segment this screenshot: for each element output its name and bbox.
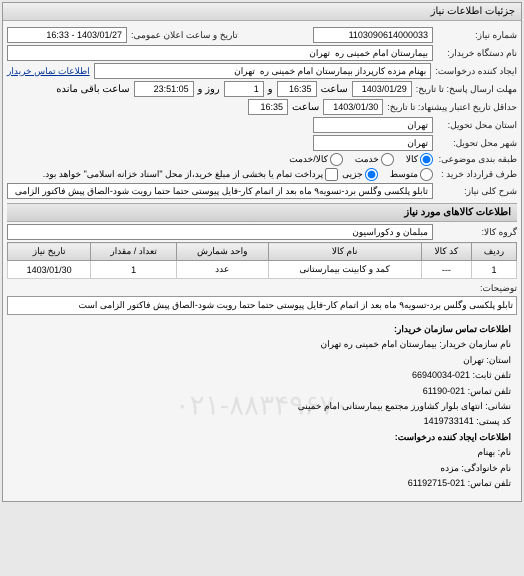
remain-days[interactable] xyxy=(224,81,264,97)
c-postal: 1419733141 xyxy=(424,416,474,426)
need-title-input[interactable] xyxy=(7,183,433,199)
org-name: بیمارستان امام خمینی ره تهران xyxy=(321,339,437,349)
c-province: تهران xyxy=(463,355,484,365)
row-goods-group: گروه کالا: xyxy=(7,224,517,240)
row-province: استان محل تحویل: xyxy=(7,117,517,133)
cr-phone: 61192715-021 xyxy=(408,478,465,488)
col-name: نام کالا xyxy=(268,243,421,261)
c-phone-label: تلفن ثابت: xyxy=(473,368,511,382)
desc-box: تابلو پلکسی وگلس برد-تسویه۹ ماه بعد از ا… xyxy=(7,296,517,315)
buytype-label: طرف قرارداد خرید : xyxy=(437,169,517,180)
creator-label: ایجاد کننده درخواست: xyxy=(435,66,517,77)
c-postal-label: کد پستی: xyxy=(476,414,511,428)
request-no-label: شماره نیاز: xyxy=(437,30,517,41)
table-cell: 1 xyxy=(91,261,177,279)
buytype-radio-minor[interactable]: جزیی xyxy=(342,168,378,181)
need-title-label: شرح کلی نیاز: xyxy=(437,186,517,197)
contact-link[interactable]: اطلاعات تماس خریدار xyxy=(7,66,90,77)
deadline-date[interactable] xyxy=(352,81,412,97)
creator-input[interactable] xyxy=(94,63,432,79)
row-need-title: شرح کلی نیاز: xyxy=(7,183,517,199)
cr-phone-label: تلفن تماس: xyxy=(468,476,511,490)
row-validity: حداقل تاریخ اعتبار پیشنهاد: تا تاریخ: سا… xyxy=(7,99,517,115)
c-address: انتهای بلوار کشاورز مجتمع بیمارستانی اما… xyxy=(298,401,483,411)
goods-section-title: اطلاعات کالاهای مورد نیاز xyxy=(7,203,517,222)
table-cell: کمد و کابینت بیمارستانی xyxy=(268,261,421,279)
panel-title: جزئیات اطلاعات نیاز xyxy=(3,3,521,21)
table-cell: --- xyxy=(421,261,471,279)
pkg-radio-both[interactable]: کالا/خدمت xyxy=(289,153,343,166)
col-code: کد کالا xyxy=(421,243,471,261)
row-creator: ایجاد کننده درخواست: اطلاعات تماس خریدار xyxy=(7,63,517,79)
pkg-label: طبقه بندی موضوعی: xyxy=(437,154,517,165)
col-unit: واحد شمارش xyxy=(176,243,268,261)
panel-body: شماره نیاز: تاریخ و ساعت اعلان عمومی: نا… xyxy=(3,21,521,501)
info-panel: جزئیات اطلاعات نیاز شماره نیاز: تاریخ و … xyxy=(2,2,522,502)
c-province-label: استان: xyxy=(486,353,511,367)
contact-section-title: اطلاعات تماس سازمان خریدار: xyxy=(394,324,511,334)
city-label: شهر محل تحویل: xyxy=(437,138,517,149)
table-header-row: ردیف کد کالا نام کالا واحد شمارش تعداد /… xyxy=(8,243,517,261)
time-label-2: ساعت xyxy=(292,102,319,113)
row-buyer-org: نام دستگاه خریدار: xyxy=(7,45,517,61)
cr-family: مزده xyxy=(440,463,459,473)
col-qty: تعداد / مقدار xyxy=(91,243,177,261)
row-pkg: طبقه بندی موضوعی: کالا خدمت کالا/خدمت xyxy=(7,153,517,166)
table-cell: 1 xyxy=(472,261,517,279)
row-request-no: شماره نیاز: تاریخ و ساعت اعلان عمومی: xyxy=(7,27,517,43)
table-row: 1---کمد و کابینت بیمارستانیعدد11403/01/3… xyxy=(8,261,517,279)
cr-family-label: نام خانوادگی: xyxy=(461,461,511,475)
col-row: ردیف xyxy=(472,243,517,261)
c-fax-label: تلفن تماس: xyxy=(468,384,511,398)
goods-table: ردیف کد کالا نام کالا واحد شمارش تعداد /… xyxy=(7,242,517,279)
announce-label: تاریخ و ساعت اعلان عمومی: xyxy=(131,30,238,41)
announce-input[interactable] xyxy=(7,27,127,43)
cr-name: بهنام xyxy=(477,447,495,457)
goods-group-label: گروه کالا: xyxy=(437,227,517,238)
creator-section-title: اطلاعات ایجاد کننده درخواست: xyxy=(395,432,511,442)
row-deadline: مهلت ارسال پاسخ: تا تاریخ: ساعت و روز و … xyxy=(7,81,517,97)
table-cell: 1403/01/30 xyxy=(8,261,91,279)
province-label: استان محل تحویل: xyxy=(437,120,517,131)
col-date: تاریخ نیاز xyxy=(8,243,91,261)
city-input[interactable] xyxy=(313,135,433,151)
remain-and: و xyxy=(268,84,273,95)
buytype-radio-medium[interactable]: متوسط xyxy=(390,168,433,181)
contact-section: ۰۲۱-۸۸۳۴۹۶۷۰ اطلاعات تماس سازمان خریدار:… xyxy=(7,315,517,497)
buyer-org-input[interactable] xyxy=(7,45,433,61)
deadline-label: مهلت ارسال پاسخ: تا تاریخ: xyxy=(416,84,517,95)
row-city: شهر محل تحویل: xyxy=(7,135,517,151)
goods-group-input[interactable] xyxy=(7,224,433,240)
row-buytype: طرف قرارداد خرید : متوسط جزیی پرداخت تما… xyxy=(7,168,517,181)
request-no-input[interactable] xyxy=(313,27,433,43)
deadline-time[interactable] xyxy=(277,81,317,97)
remain-time[interactable] xyxy=(134,81,194,97)
pkg-radio-service[interactable]: خدمت xyxy=(355,153,394,166)
validity-label: حداقل تاریخ اعتبار پیشنهاد: تا تاریخ: xyxy=(387,102,517,113)
validity-time[interactable] xyxy=(248,99,288,115)
c-phone: 66940034-021 xyxy=(412,370,470,380)
cr-name-label: نام: xyxy=(498,445,511,459)
remain-suffix: ساعت باقی مانده xyxy=(56,84,129,95)
table-cell: عدد xyxy=(176,261,268,279)
treasury-checkbox[interactable]: پرداخت تمام یا بخشی از مبلغ خرید،از محل … xyxy=(43,168,338,181)
pkg-radio-group: کالا خدمت کالا/خدمت xyxy=(289,153,433,166)
desc-label: توضیحات: xyxy=(437,283,517,294)
row-desc: توضیحات: xyxy=(7,283,517,294)
province-input[interactable] xyxy=(313,117,433,133)
remain-days-label: روز و xyxy=(198,84,220,95)
c-fax: 61190-021 xyxy=(423,386,465,396)
buyer-org-label: نام دستگاه خریدار: xyxy=(437,48,517,59)
buytype-radio-group: متوسط جزیی xyxy=(342,168,433,181)
pkg-radio-goods[interactable]: کالا xyxy=(406,153,433,166)
time-label-1: ساعت xyxy=(321,84,348,95)
org-name-label: نام سازمان خریدار: xyxy=(439,337,511,351)
c-address-label: نشانی: xyxy=(485,399,511,413)
validity-date[interactable] xyxy=(323,99,383,115)
